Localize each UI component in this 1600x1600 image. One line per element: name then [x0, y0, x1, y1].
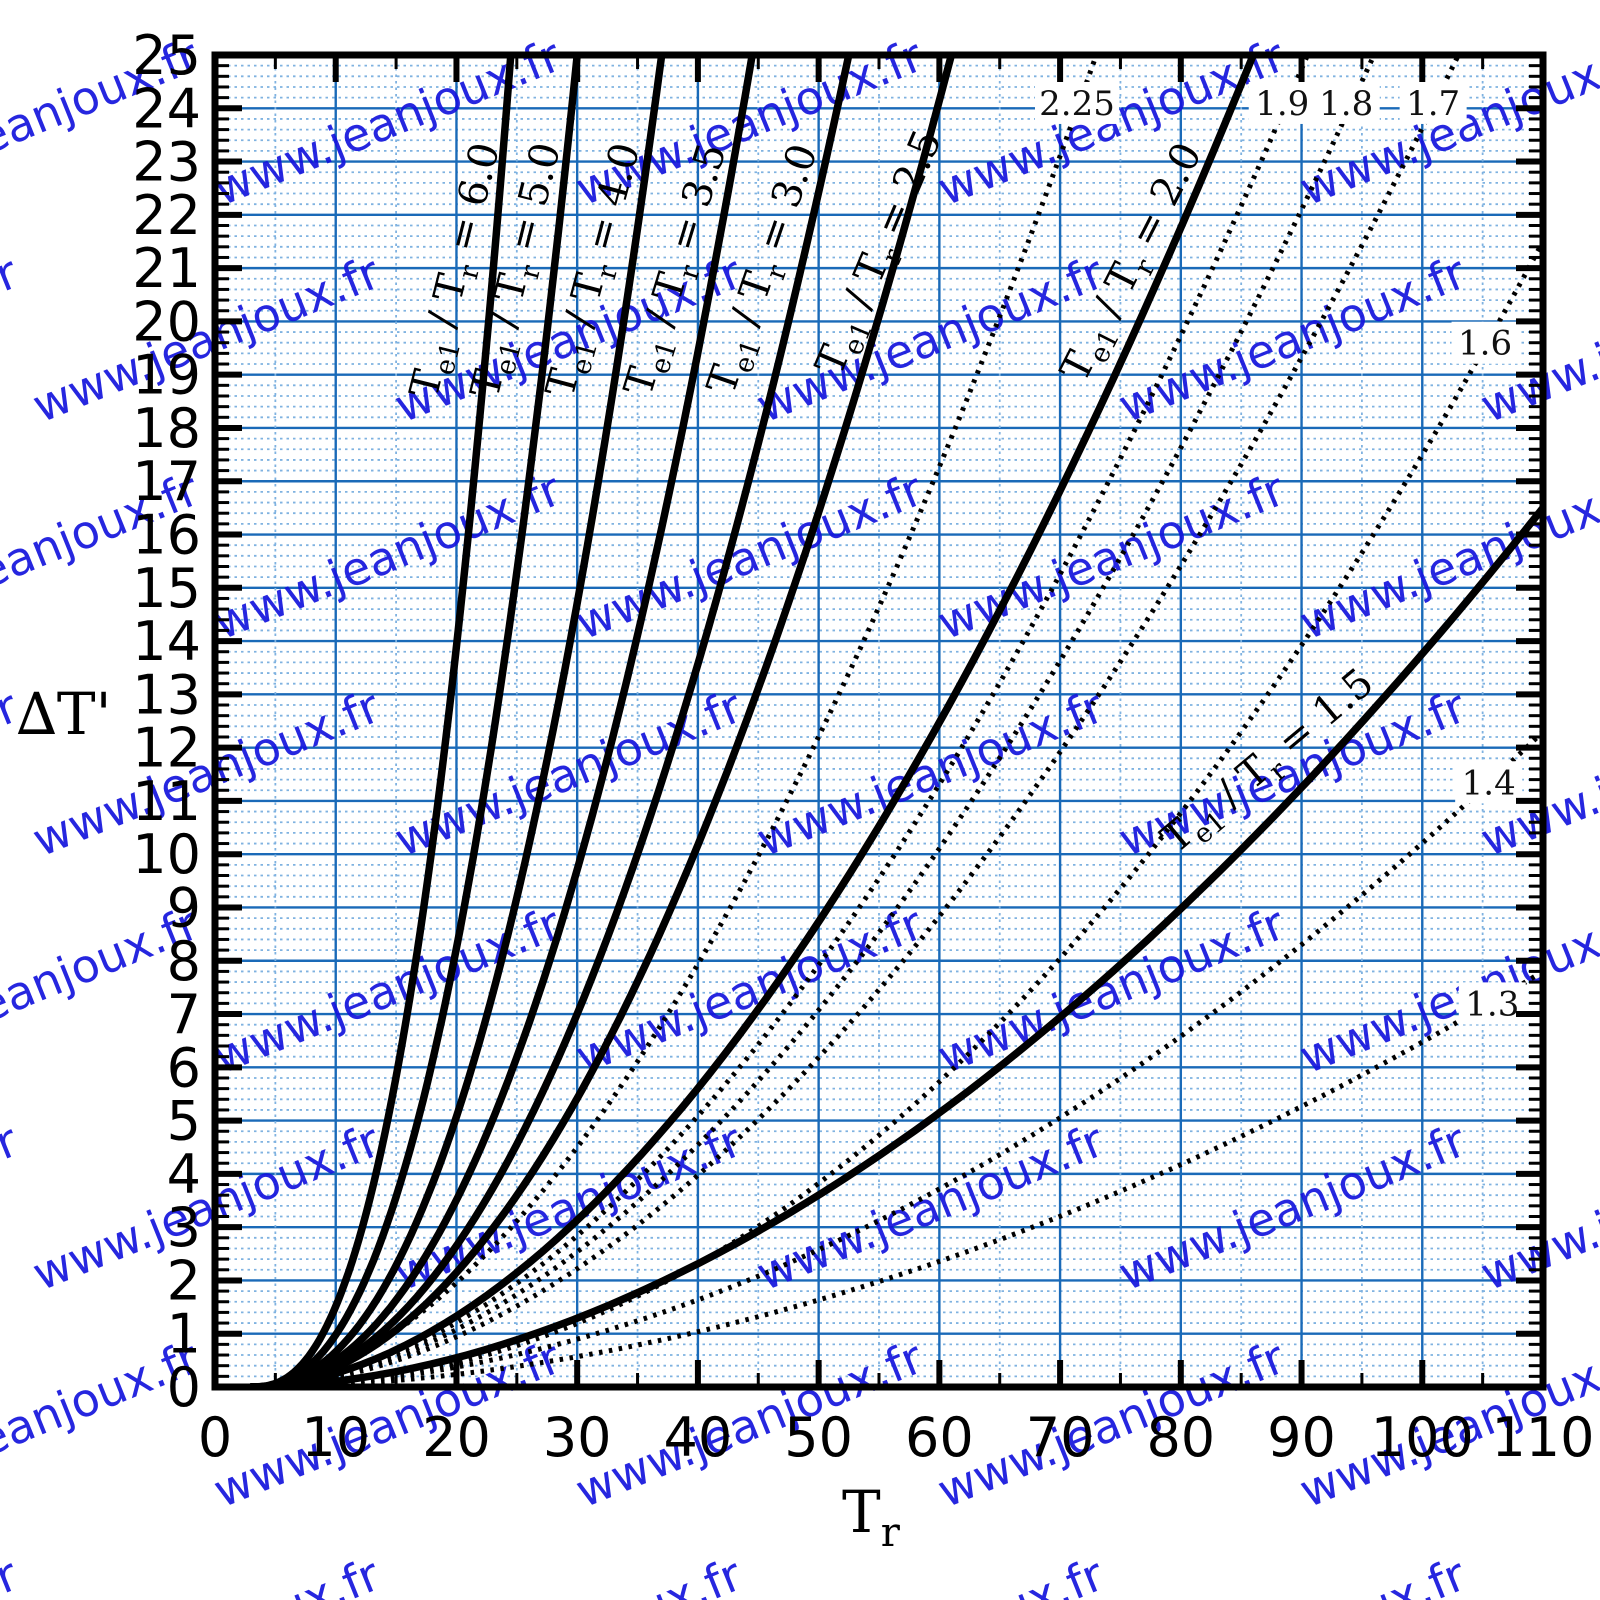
y-tick-label: 0: [167, 1356, 201, 1419]
curve-r-1.5: [247, 504, 1543, 1387]
inline-label-r-2.25: 2.25: [1039, 84, 1115, 124]
x-axis-title: Tr: [842, 1478, 901, 1556]
x-tick-label: 50: [784, 1406, 853, 1469]
curve-r-2.0: [247, 55, 1258, 1387]
y-tick-label: 17: [132, 450, 201, 513]
inline-label-box-r-1.6: [1451, 321, 1519, 364]
y-tick-label: 15: [132, 557, 201, 620]
watermark-text: www.jeanjoux.fr: [1111, 245, 1473, 433]
watermark-text: www.jeanjoux.fr: [25, 1113, 387, 1301]
watermark-text: www.jeanjoux.fr: [1473, 1547, 1600, 1600]
tick-labels-layer: 0123456789101112131415161718192021222324…: [132, 24, 1594, 1469]
y-tick-label: 18: [132, 397, 201, 460]
inline-label-r-1.9: 1.9: [1255, 84, 1309, 124]
watermark-text: www.jeanjoux.fr: [1111, 1547, 1473, 1600]
watermark-text: www.jeanjoux.fr: [25, 1547, 387, 1600]
axes-layer: [211, 51, 1547, 1391]
inline-label-box-r-1.3: [1458, 982, 1526, 1025]
watermark-text: www.jeanjoux.fr: [749, 679, 1111, 867]
curve-r-6.0: [247, 55, 515, 1387]
x-tick-label: 40: [664, 1406, 733, 1469]
y-tick-label: 14: [132, 610, 201, 673]
inline-label-r-1.8: 1.8: [1319, 84, 1373, 124]
x-tick-label: 110: [1491, 1406, 1594, 1469]
x-tick-label: 100: [1371, 1406, 1474, 1469]
inline-label-box-r-1.4: [1455, 761, 1523, 804]
watermark-text: www.jeanjoux.fr: [25, 245, 387, 433]
x-tick-label: 0: [198, 1406, 232, 1469]
y-tick-label: 4: [167, 1143, 201, 1206]
y-tick-label: 16: [132, 504, 201, 567]
watermark-text: www.jeanjoux.fr: [0, 245, 25, 433]
grid-layer: [215, 55, 1543, 1387]
y-axis-title: ∆T': [16, 680, 111, 748]
y-tick-label: 13: [132, 663, 201, 726]
inline-label-box-r-1.9: [1248, 81, 1316, 124]
inline-label-r-1.4: 1.4: [1462, 763, 1516, 803]
watermark-text: www.jeanjoux.fr: [0, 1547, 25, 1600]
y-tick-label: 25: [132, 24, 201, 87]
inline-label-r-1.7: 1.7: [1406, 84, 1460, 124]
x-tick-label: 70: [1026, 1406, 1095, 1469]
x-tick-label: 60: [905, 1406, 974, 1469]
x-tick-label: 30: [543, 1406, 612, 1469]
y-tick-label: 22: [132, 184, 201, 247]
y-tick-label: 20: [132, 290, 201, 353]
inline-label-box-r-2.25: [1034, 81, 1119, 124]
curve-r-1.8: [251, 55, 1377, 1387]
y-tick-label: 24: [132, 77, 201, 140]
curve-r-5.0: [247, 55, 581, 1387]
curve-r-2.5: [247, 55, 956, 1387]
y-tick-label: 7: [167, 983, 201, 1046]
x-tick-label: 10: [301, 1406, 370, 1469]
inline-label-box-r-1.8: [1312, 81, 1380, 124]
y-tick-label: 12: [132, 717, 201, 780]
y-tick-label: 9: [167, 876, 201, 939]
watermark-text: www.jeanjoux.fr: [206, 1330, 568, 1518]
x-axis-title-sub: r: [881, 1510, 901, 1556]
x-tick-label: 80: [1146, 1406, 1215, 1469]
watermark-text: www.jeanjoux.fr: [206, 462, 568, 650]
x-tick-label: 90: [1267, 1406, 1336, 1469]
watermark-text: www.jeanjoux.fr: [0, 1113, 25, 1301]
y-tick-label: 8: [167, 930, 201, 993]
y-tick-label: 19: [132, 344, 201, 407]
y-tick-label: 6: [167, 1036, 201, 1099]
x-tick-label: 20: [422, 1406, 491, 1469]
curve-r-2.25: [251, 55, 1099, 1387]
inline-label-box-r-1.7: [1399, 81, 1467, 124]
y-tick-label: 2: [167, 1249, 201, 1312]
watermark-text: www.jeanjoux.fr: [387, 1547, 749, 1600]
y-tick-label: 1: [167, 1303, 201, 1366]
watermark-text: www.jeanjoux.fr: [930, 1330, 1292, 1518]
y-tick-label: 5: [167, 1090, 201, 1153]
y-tick-label: 21: [132, 237, 201, 300]
y-tick-label: 23: [132, 131, 201, 194]
watermark-text: www.jeanjoux.fr: [749, 1547, 1111, 1600]
inline-label-r-1.3: 1.3: [1465, 984, 1519, 1024]
x-axis-title-base: T: [842, 1478, 881, 1546]
y-tick-label: 10: [132, 823, 201, 886]
y-tick-label: 3: [167, 1196, 201, 1259]
inline-label-r-1.6: 1.6: [1458, 324, 1512, 364]
y-tick-label: 11: [132, 770, 201, 833]
curve-r-4.0: [247, 55, 666, 1387]
